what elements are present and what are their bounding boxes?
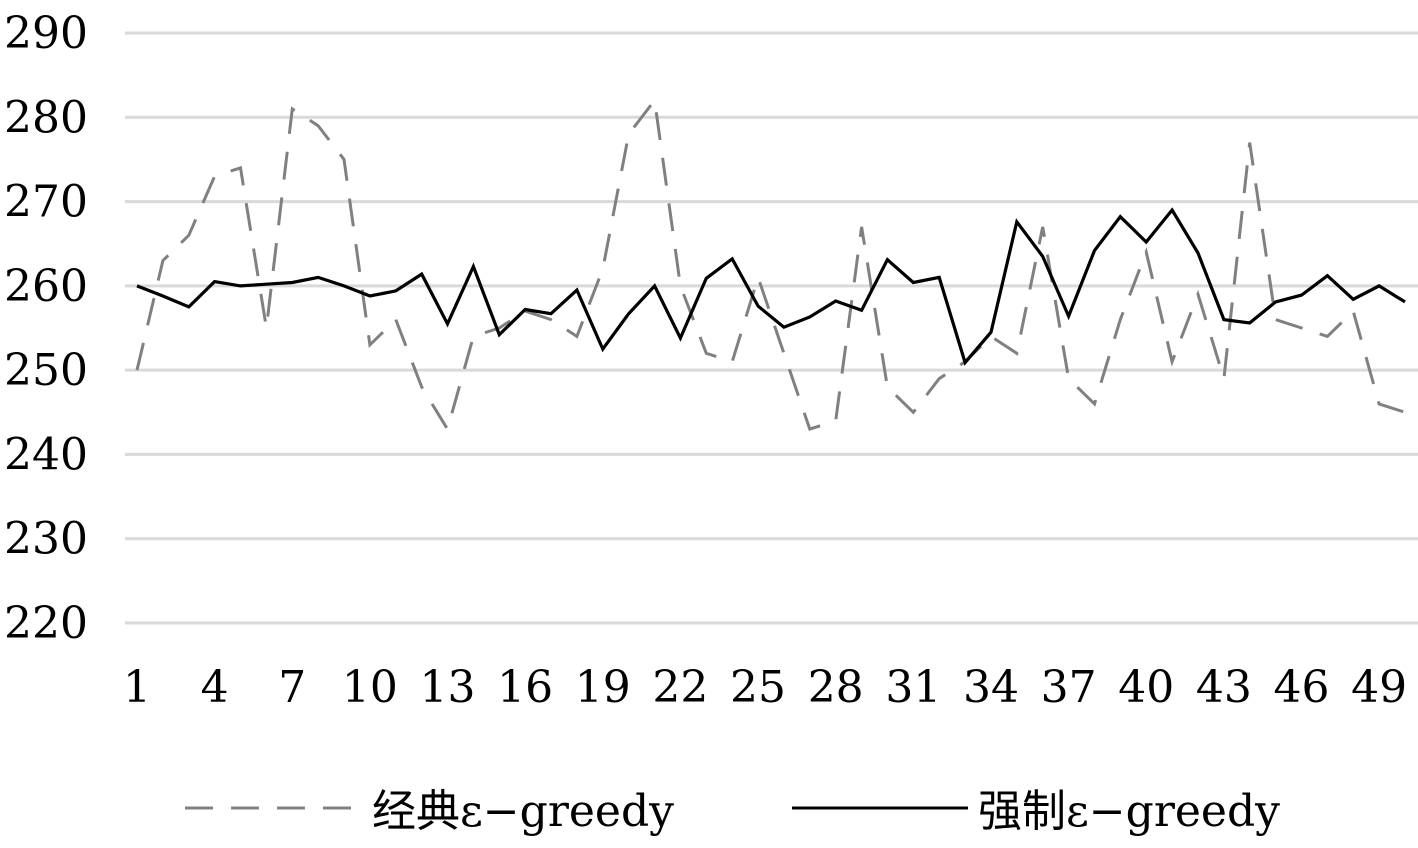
y-tick-label: 280 <box>4 92 88 143</box>
y-tick-label: 230 <box>4 514 88 565</box>
x-tick-label: 34 <box>963 662 1019 713</box>
x-tick-label: 7 <box>278 662 306 713</box>
y-axis-tick-labels: 220 230 240 250 260 270 280 290 <box>4 8 88 649</box>
y-tick-label: 250 <box>4 345 88 396</box>
series-lines <box>135 96 1406 433</box>
x-tick-label: 28 <box>808 662 864 713</box>
x-tick-label: 4 <box>201 662 229 713</box>
x-tick-label: 40 <box>1118 662 1174 713</box>
x-tick-label: 31 <box>885 662 941 713</box>
x-tick-label: 49 <box>1351 662 1407 713</box>
x-tick-label: 16 <box>497 662 553 713</box>
y-tick-label: 290 <box>4 8 88 59</box>
legend: 经典ε−greedy 强制ε−greedy <box>185 786 1280 837</box>
y-tick-label: 220 <box>4 598 88 649</box>
legend-label-forced: 强制ε−greedy <box>978 786 1280 837</box>
x-tick-label: 37 <box>1041 662 1097 713</box>
series-line-forced <box>136 207 1406 366</box>
y-tick-label: 270 <box>4 177 88 228</box>
x-axis-tick-labels: 1 4 7 10 13 16 19 22 25 28 31 34 37 40 43 46 49 <box>123 662 1407 713</box>
x-tick-label: 10 <box>342 662 398 713</box>
x-tick-label: 1 <box>123 662 151 713</box>
x-tick-label: 46 <box>1273 662 1329 713</box>
x-tick-label: 25 <box>730 662 786 713</box>
x-tick-label: 43 <box>1196 662 1252 713</box>
x-tick-label: 19 <box>575 662 631 713</box>
gridlines <box>125 31 1418 625</box>
y-tick-label: 240 <box>4 429 88 480</box>
y-tick-label: 260 <box>4 261 88 312</box>
legend-label-classic: 经典ε−greedy <box>372 786 674 837</box>
x-tick-label: 22 <box>652 662 708 713</box>
series-line-classic <box>135 96 1406 433</box>
x-tick-label: 13 <box>420 662 476 713</box>
